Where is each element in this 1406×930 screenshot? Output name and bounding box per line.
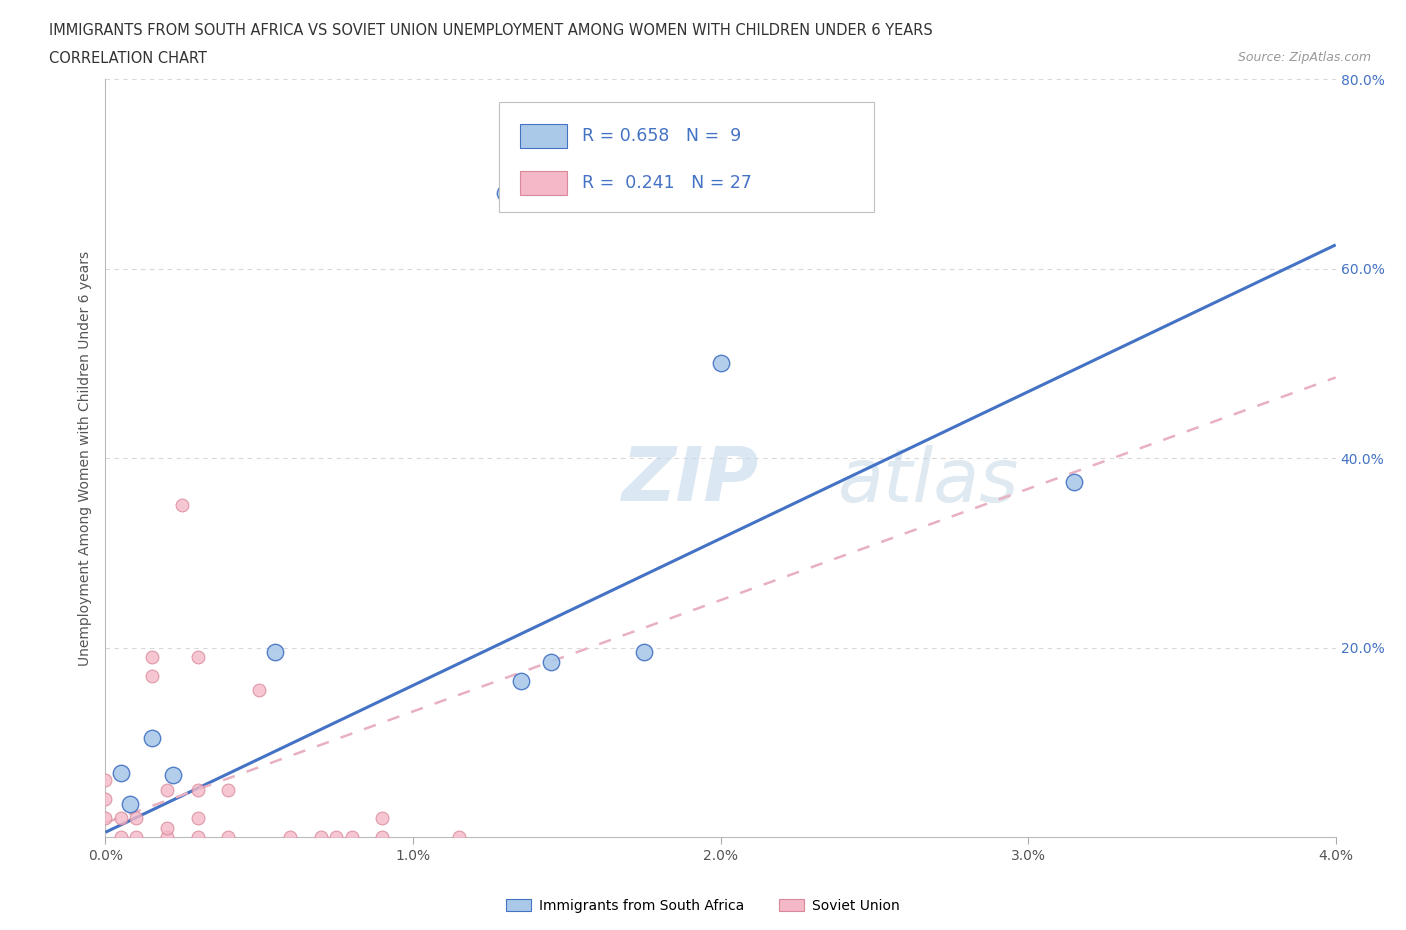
Point <box>172 498 194 512</box>
Point <box>94 773 117 788</box>
FancyBboxPatch shape <box>499 101 875 212</box>
Point <box>247 683 270 698</box>
Point <box>120 796 141 811</box>
Point <box>340 830 363 844</box>
Point <box>710 356 733 371</box>
Point <box>156 830 179 844</box>
Point <box>1063 474 1085 489</box>
FancyBboxPatch shape <box>520 124 567 148</box>
Point <box>94 811 117 826</box>
Y-axis label: Unemployment Among Women with Children Under 6 years: Unemployment Among Women with Children U… <box>79 250 93 666</box>
Point <box>187 782 209 797</box>
Point <box>187 649 209 664</box>
Point <box>218 782 240 797</box>
Point <box>633 644 655 659</box>
Point <box>156 782 179 797</box>
Point <box>371 830 394 844</box>
Point <box>509 673 531 688</box>
Point <box>309 830 332 844</box>
Point <box>187 830 209 844</box>
Point <box>449 830 471 844</box>
Point <box>325 830 347 844</box>
Point <box>94 791 117 806</box>
Text: atlas: atlas <box>838 445 1019 517</box>
Point <box>371 811 394 826</box>
Point <box>263 644 285 659</box>
Point <box>187 811 209 826</box>
Text: R = 0.658   N =  9: R = 0.658 N = 9 <box>582 126 741 145</box>
Text: CORRELATION CHART: CORRELATION CHART <box>49 51 207 66</box>
Point <box>278 830 301 844</box>
Point <box>110 811 132 826</box>
Point <box>110 765 132 780</box>
Point <box>156 820 179 835</box>
Point <box>218 830 240 844</box>
Point <box>110 830 132 844</box>
Point <box>141 649 163 664</box>
Text: Source: ZipAtlas.com: Source: ZipAtlas.com <box>1237 51 1371 64</box>
Point <box>540 655 562 670</box>
Text: R =  0.241   N = 27: R = 0.241 N = 27 <box>582 174 751 192</box>
FancyBboxPatch shape <box>520 171 567 195</box>
Point <box>162 768 184 783</box>
Legend: Immigrants from South Africa, Soviet Union: Immigrants from South Africa, Soviet Uni… <box>501 894 905 919</box>
Point <box>125 811 148 826</box>
Text: ZIP: ZIP <box>621 445 759 517</box>
Point <box>494 185 516 200</box>
Point <box>125 830 148 844</box>
Text: IMMIGRANTS FROM SOUTH AFRICA VS SOVIET UNION UNEMPLOYMENT AMONG WOMEN WITH CHILD: IMMIGRANTS FROM SOUTH AFRICA VS SOVIET U… <box>49 23 934 38</box>
Point <box>141 669 163 684</box>
Point <box>141 730 163 745</box>
